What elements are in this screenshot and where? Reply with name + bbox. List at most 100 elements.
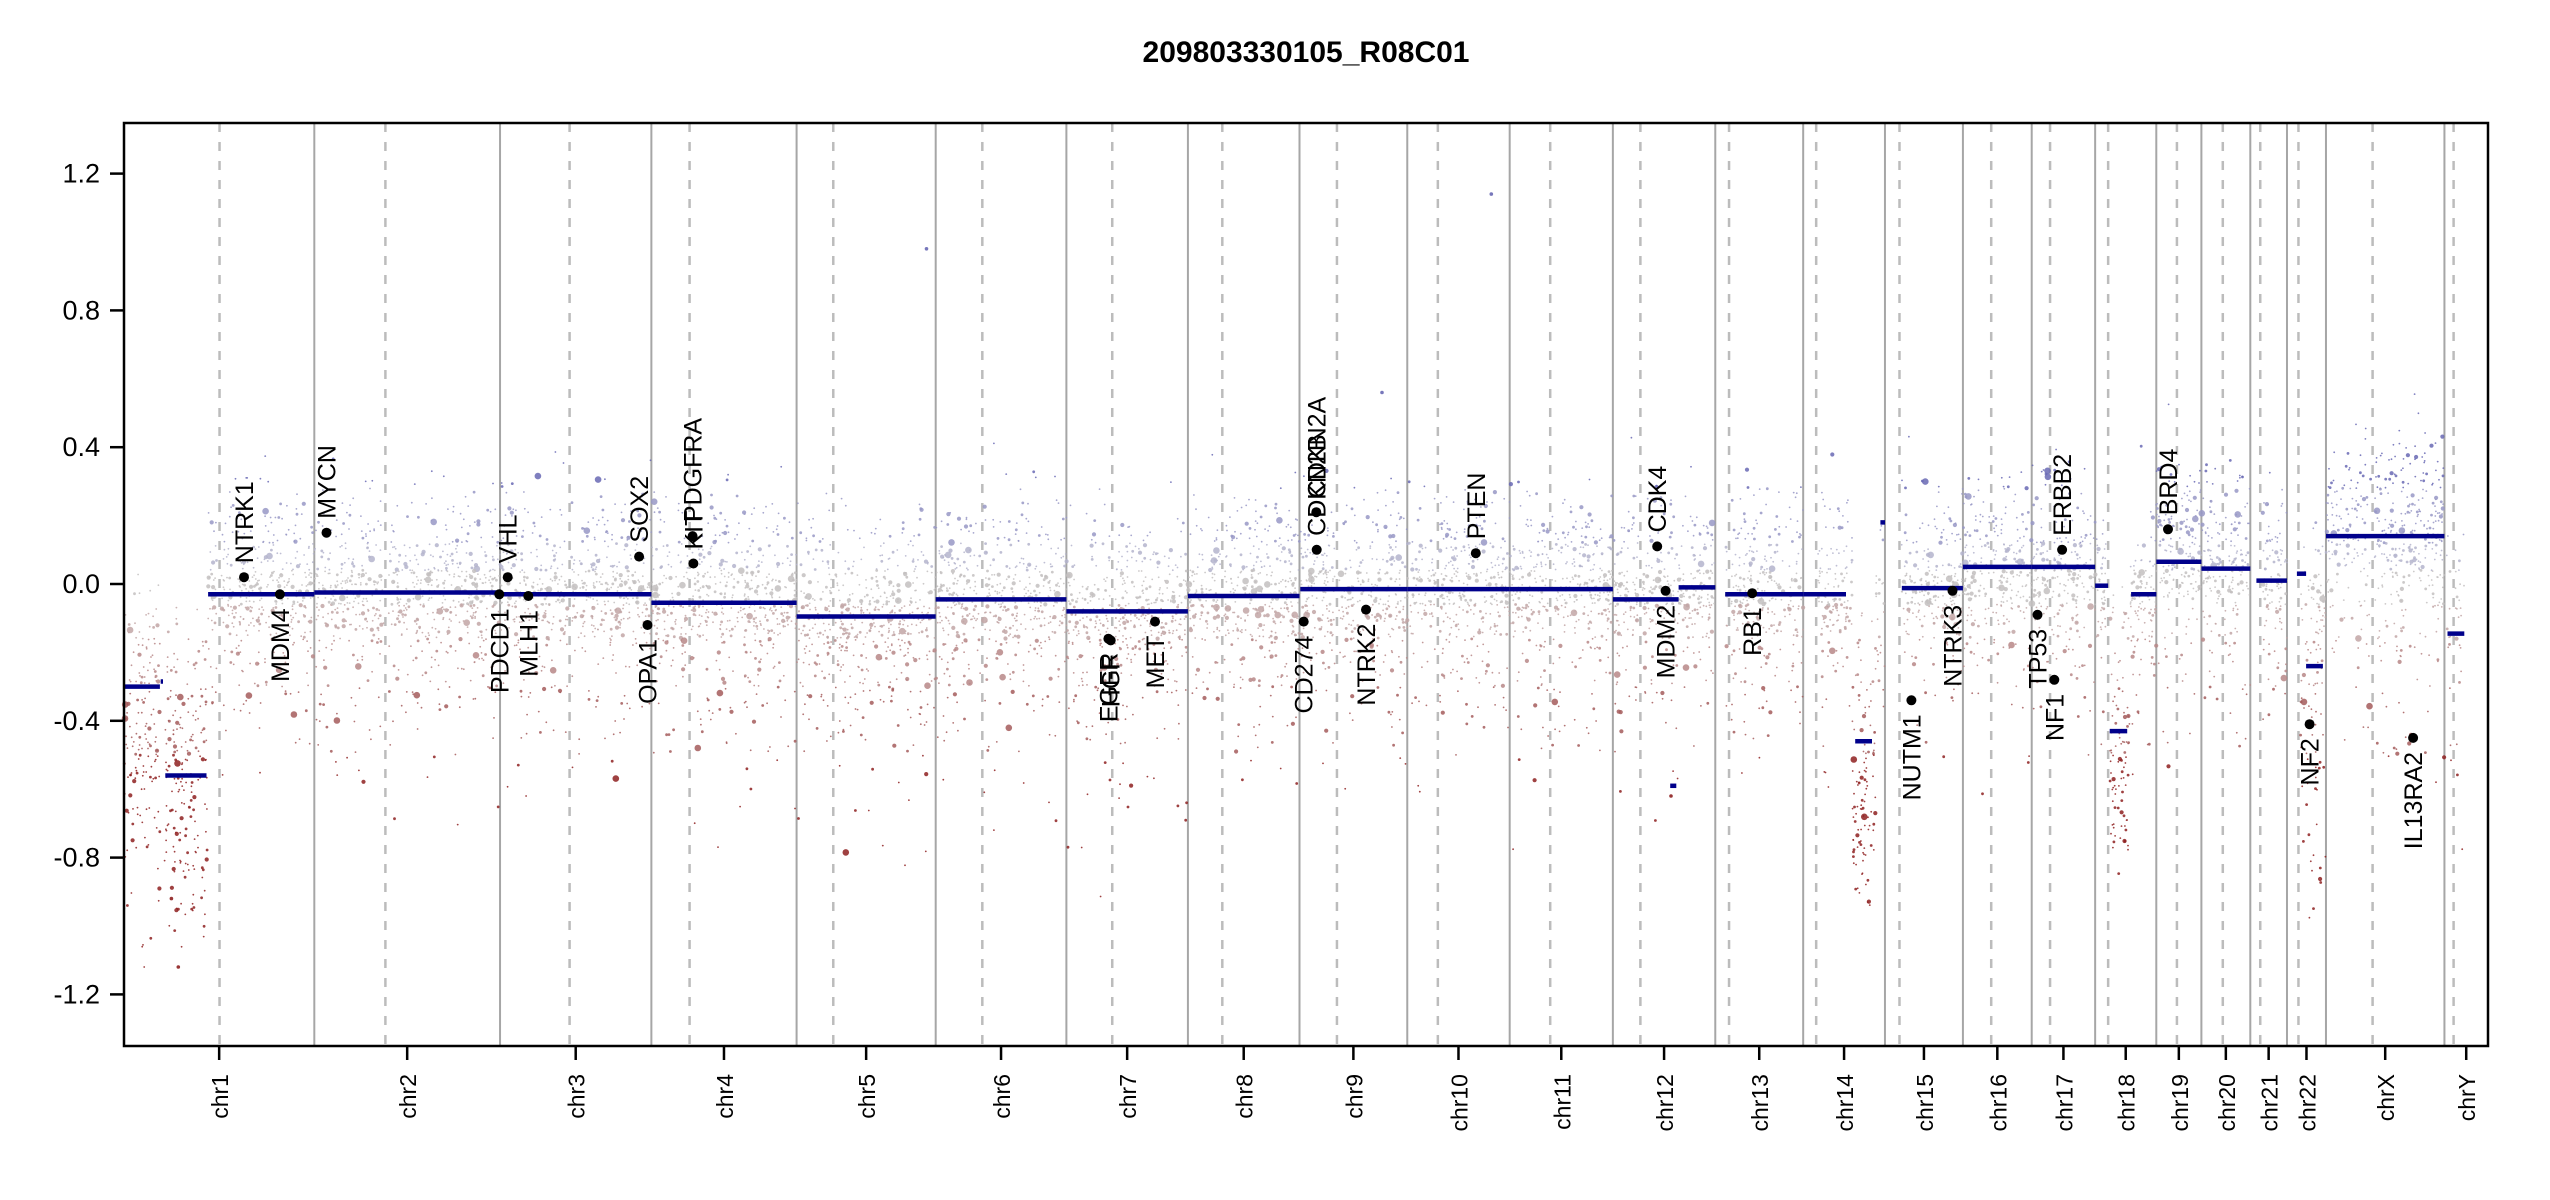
probe-point [614,503,616,505]
probe-point [321,584,324,587]
probe-point [840,620,843,623]
probe-point [884,570,886,572]
probe-point [735,732,737,735]
probe-point [1376,636,1380,640]
probe-point [1259,645,1264,650]
probe-point [1072,672,1075,674]
probe-point [1121,596,1125,600]
probe-point [1206,627,1208,629]
probe-point [756,584,760,588]
probe-point [723,595,726,599]
probe-point [581,647,584,649]
probe-point [466,610,469,613]
probe-point [650,616,652,619]
probe-point [952,582,956,585]
probe-point [999,673,1006,681]
probe-point [1326,527,1329,529]
probe-point [1013,617,1016,620]
probe-point [1267,529,1269,532]
probe-point [178,788,181,791]
probe-point [509,549,514,554]
probe-point [952,722,955,724]
probe-point [583,527,591,534]
probe-point [1225,524,1228,527]
probe-point [153,670,157,673]
probe-point [667,733,671,736]
probe-point [194,820,196,823]
probe-point [1289,570,1292,573]
probe-point [611,538,613,541]
probe-point [735,494,739,498]
probe-point [432,611,434,614]
probe-point [641,611,644,614]
probe-point [252,566,255,569]
probe-point [341,587,343,589]
probe-point [979,672,981,674]
probe-point [954,577,956,580]
probe-point [787,599,789,601]
probe-point [926,654,928,657]
probe-point [227,547,230,550]
probe-point [1094,685,1098,689]
probe-point [777,633,779,636]
probe-point [460,667,463,670]
probe-point [676,591,681,597]
probe-point [742,608,744,611]
probe-point [346,756,348,759]
probe-point [1233,683,1236,686]
probe-point [155,827,158,829]
probe-point [1188,628,1193,633]
probe-point [389,744,392,746]
probe-point [1122,577,1124,580]
probe-point [1255,590,1257,593]
probe-point [260,573,263,576]
probe-point [1315,689,1317,692]
probe-point [1103,503,1106,506]
probe-point [1395,615,1398,617]
probe-point [1365,515,1370,520]
probe-point [1103,578,1105,581]
probe-point [946,667,949,671]
probe-point [1389,577,1393,581]
probe-point [617,586,619,588]
probe-point [1061,517,1065,521]
probe-point [235,647,238,649]
probe-point [221,774,224,776]
probe-point [371,619,374,622]
probe-point [1317,572,1320,575]
probe-point [443,608,445,611]
probe-point [1138,547,1140,550]
probe-point [428,543,431,546]
probe-point [1388,605,1391,608]
probe-point [519,582,521,585]
probe-point [430,470,433,473]
probe-point [670,565,673,568]
probe-point [710,493,713,497]
probe-point [348,513,352,517]
probe-point [430,666,433,669]
probe-point [355,613,357,616]
probe-point [667,563,670,566]
probe-point [626,569,630,573]
probe-point [1146,603,1149,606]
probe-point [999,521,1002,523]
probe-point [1373,598,1378,604]
probe-point [166,671,169,673]
probe-point [515,600,517,603]
probe-point [697,574,699,577]
probe-point [642,562,645,564]
probe-point [1322,762,1324,765]
probe-point [137,573,140,576]
probe-point [378,573,383,579]
probe-point [906,625,909,627]
probe-point [227,599,230,602]
probe-point [1068,602,1072,606]
probe-point [1091,555,1093,558]
probe-point [1232,611,1234,614]
probe-point [354,597,357,600]
probe-point [976,564,979,567]
probe-point [1205,588,1208,590]
probe-point [430,584,433,587]
probe-point [1138,647,1142,651]
probe-point [775,579,777,582]
